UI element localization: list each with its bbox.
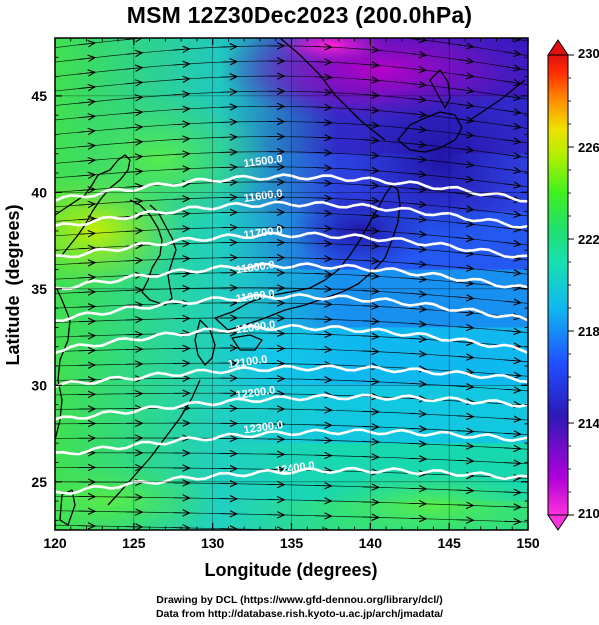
chart-title: MSM 12Z30Dec2023 (200.0hPa) xyxy=(126,2,473,28)
grid-lines xyxy=(55,38,528,530)
contour-label: 11700.0 xyxy=(243,224,283,241)
coastline-sakhalin xyxy=(429,69,451,109)
y-tick-label: 45 xyxy=(31,88,47,104)
y-axis: 25 30 35 40 45 xyxy=(31,37,528,521)
x-tick-label: 145 xyxy=(437,535,461,551)
contour-label: 11900.0 xyxy=(235,288,275,305)
contour-label: 11600.0 xyxy=(243,188,283,205)
x-tick-label: 120 xyxy=(43,535,67,551)
colorbar-tick-label: 222 xyxy=(578,232,599,247)
contour-label: 11800.0 xyxy=(235,259,275,276)
contour-label: 12300.0 xyxy=(243,419,284,436)
colorbar-bar xyxy=(547,54,569,516)
credit-data: Data from http://database.rish.kyoto-u.a… xyxy=(155,608,444,620)
x-tick-label: 150 xyxy=(516,535,540,551)
colorbar-tick-label: 230 xyxy=(578,46,599,61)
contour-labels: 11500.0 11600.0 11700.0 11800.0 11900.0 12000… xyxy=(227,153,315,477)
coastlines xyxy=(55,38,526,526)
y-tick-label: 30 xyxy=(31,377,47,393)
coastline-kurils xyxy=(469,79,526,121)
coastline-russia xyxy=(279,38,386,141)
x-tick-label: 130 xyxy=(201,535,225,551)
colorbar-tick-label: 218 xyxy=(578,324,599,339)
contour-label: 12000.0 xyxy=(235,319,276,336)
x-tick-label: 140 xyxy=(359,535,383,551)
coastline-ryukyu xyxy=(107,379,201,506)
colorbar-tick-label: 210 xyxy=(578,506,599,521)
coastline-taiwan xyxy=(59,489,76,526)
x-axis: 120 125 130 135 140 145 150 xyxy=(43,38,540,551)
y-axis-label: Latitude (degrees) xyxy=(3,204,23,365)
colorbar-top-triangle xyxy=(547,39,569,56)
credit-drawing: Drawing by DCL (https://www.gfd-dennou.o… xyxy=(156,594,443,606)
colorbar-tick-label: 214 xyxy=(578,416,599,431)
coastline-honshu xyxy=(214,184,401,331)
colorbar: 230 226 222 218 214 210 xyxy=(547,39,599,531)
y-tick-label: 40 xyxy=(31,184,47,200)
y-tick-label: 35 xyxy=(31,281,47,297)
colorbar-tick-label: 226 xyxy=(578,140,599,155)
contour-label: 12100.0 xyxy=(227,353,268,370)
coastline-shikoku xyxy=(231,334,263,351)
coastline-china-south xyxy=(55,284,71,441)
x-tick-label: 125 xyxy=(122,535,146,551)
contour-label: 11500.0 xyxy=(243,153,283,170)
y-tick-label: 25 xyxy=(31,474,47,490)
x-axis-label: Longitude (degrees) xyxy=(204,560,377,580)
contour-label: 12200.0 xyxy=(235,384,276,401)
coastline-korea xyxy=(129,199,177,306)
coastline-hokkaido xyxy=(397,111,463,153)
contour-label: 12400.0 xyxy=(274,460,315,477)
colorbar-bottom-triangle xyxy=(547,514,569,531)
coastline-china xyxy=(55,154,131,256)
x-tick-label: 135 xyxy=(280,535,304,551)
